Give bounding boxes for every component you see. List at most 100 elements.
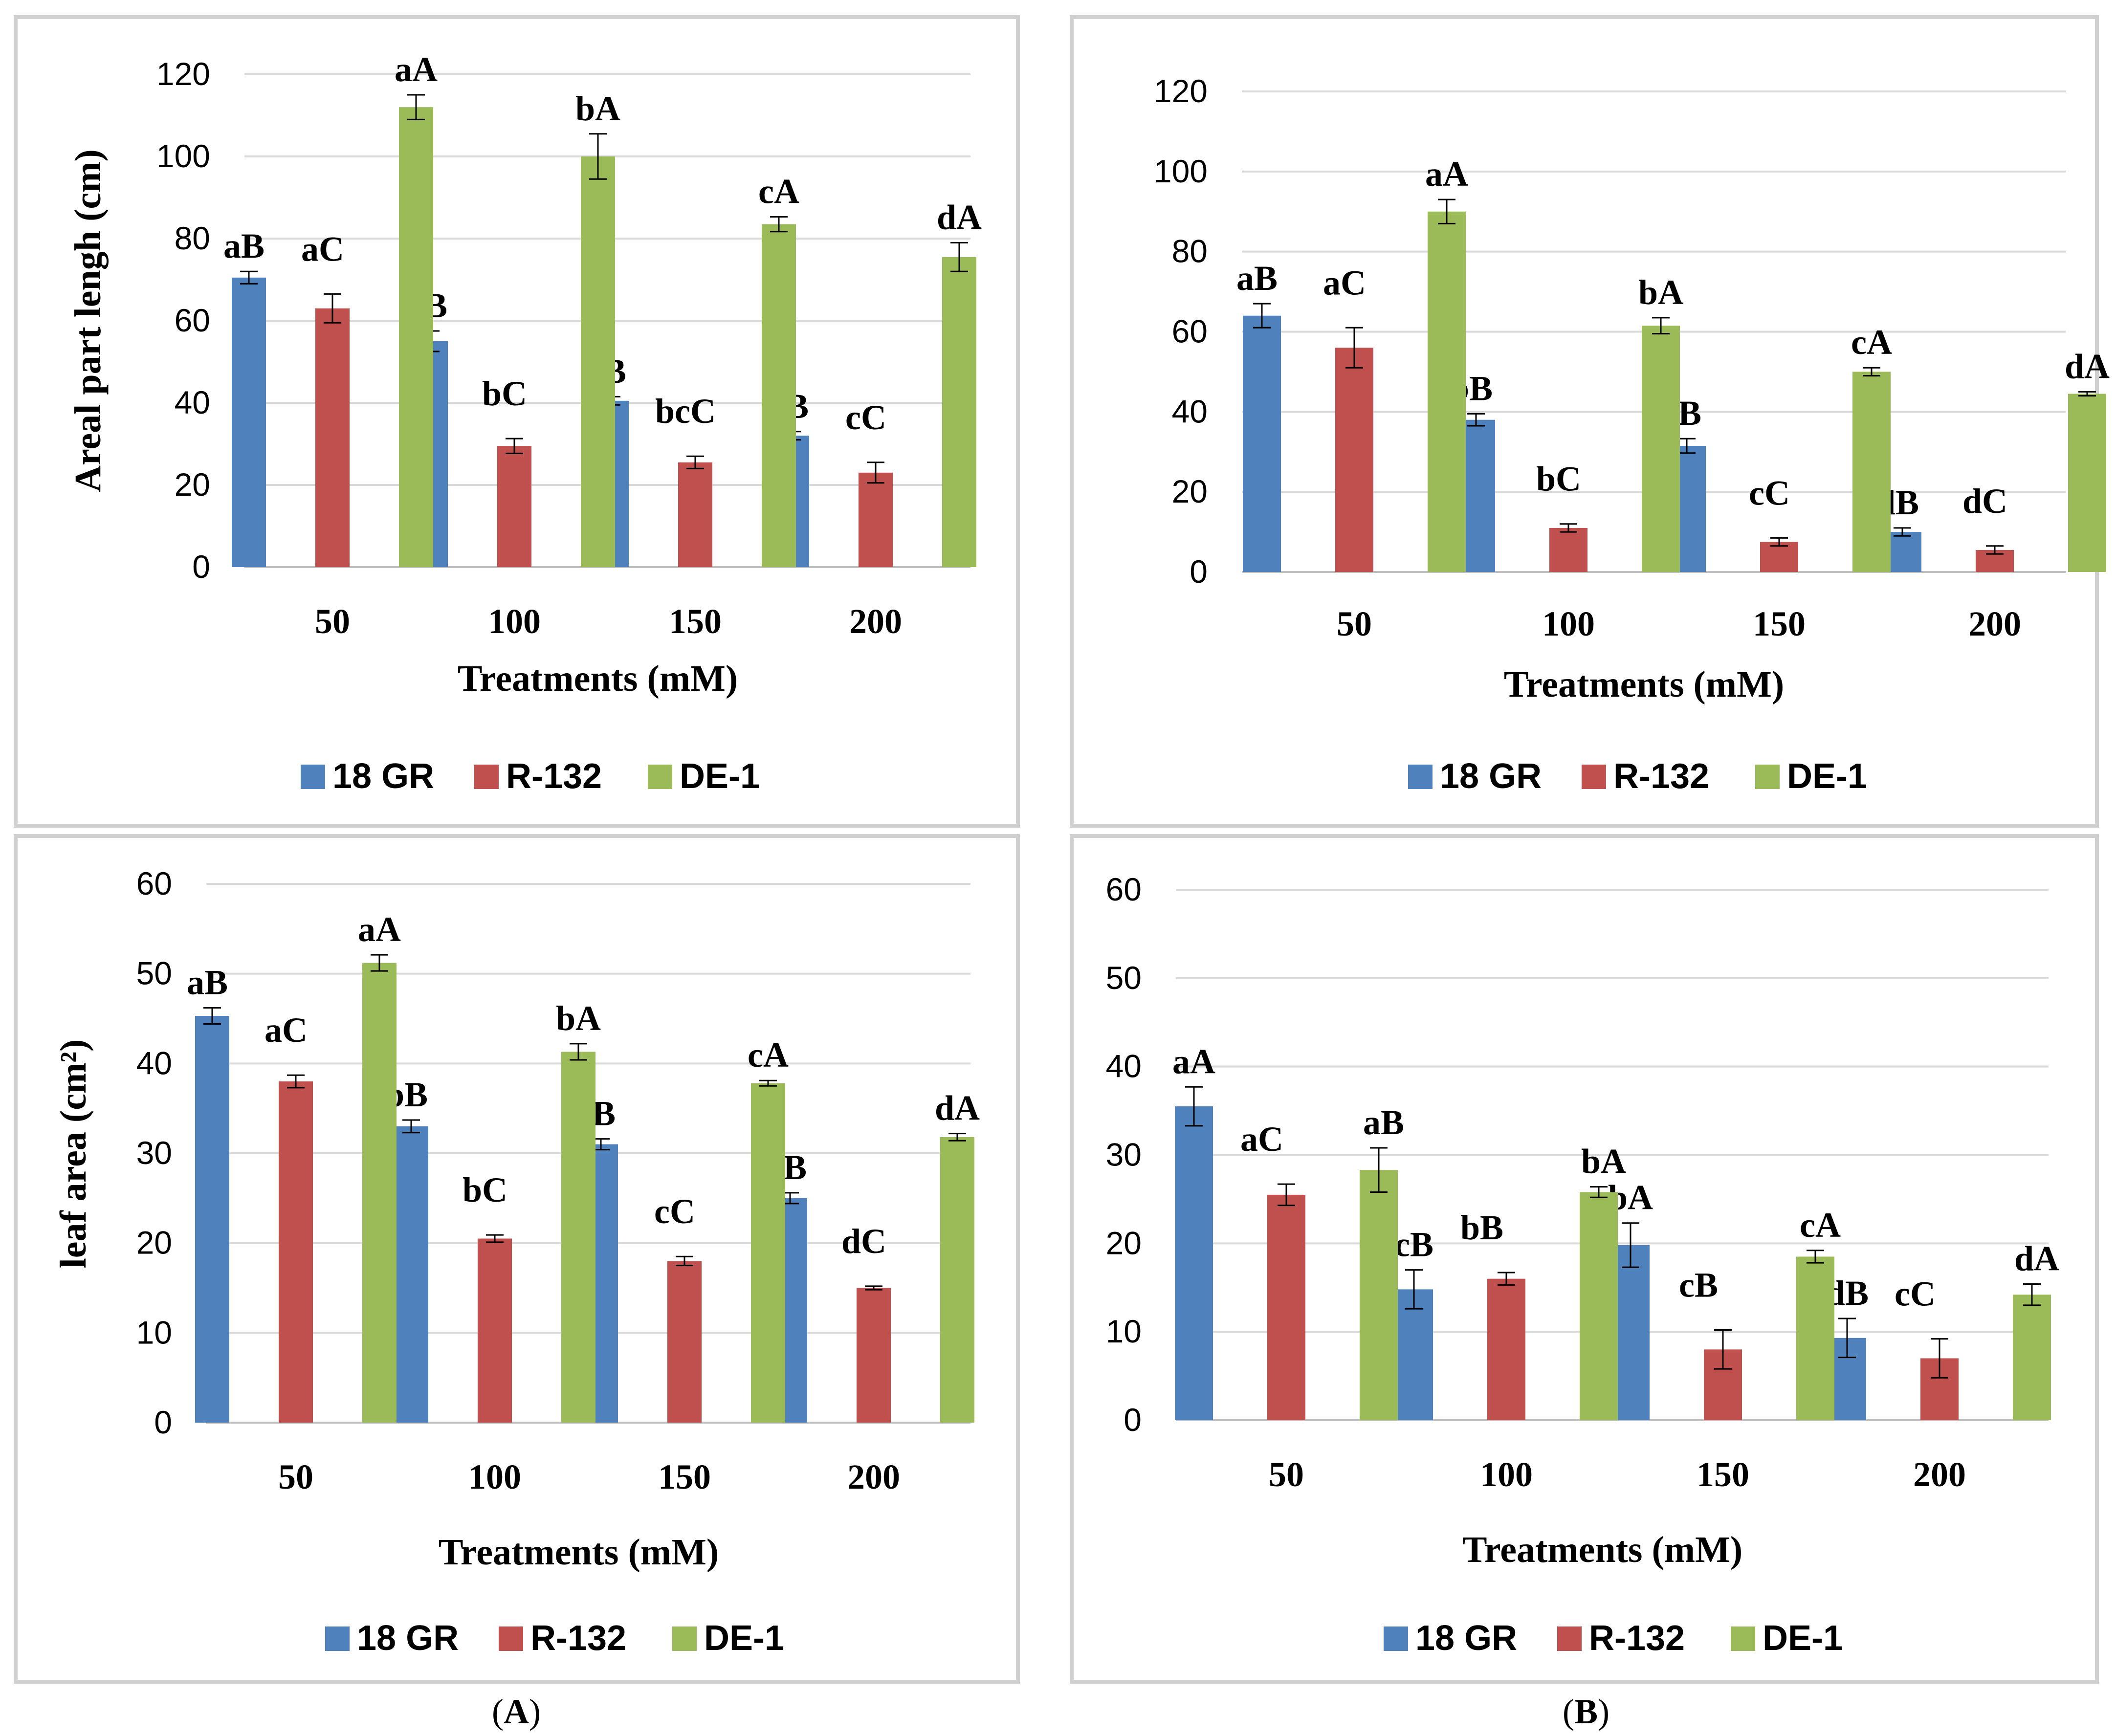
legend-label: DE-1 [1763, 1619, 1843, 1658]
bar-18-gr [195, 1015, 229, 1423]
y-tick-label: 0 [1124, 1402, 1142, 1438]
legend-label: R-132 [530, 1619, 626, 1658]
y-axis-title: Areal part lengh (cm) [67, 149, 109, 492]
y-tick-label: 100 [1154, 153, 1208, 189]
bar-de-1 [1852, 372, 1891, 572]
bar-de-1 [1642, 326, 1680, 572]
x-tick-label: 100 [468, 1457, 521, 1496]
significance-label: aA [358, 910, 401, 949]
y-tick-label: 20 [1106, 1225, 1142, 1261]
y-tick-label: 80 [175, 220, 210, 256]
significance-label: cA [1800, 1206, 1841, 1245]
significance-label: bA [556, 999, 601, 1038]
significance-label: aB [187, 963, 228, 1002]
bar-r-132 [1267, 1194, 1305, 1420]
significance-label: aB [1363, 1103, 1404, 1142]
y-tick-label: 40 [1172, 393, 1208, 429]
x-tick-label: 150 [658, 1457, 711, 1496]
y-tick-label: 30 [136, 1135, 172, 1171]
significance-label: cC [654, 1192, 695, 1231]
y-tick-label: 60 [175, 302, 210, 338]
legend-label: 18 GR [1415, 1619, 1517, 1658]
bar-de-1 [581, 156, 615, 567]
significance-label: bC [482, 374, 527, 413]
chart-1: 02040608010012050100150200aBbBcBdBaCbCbc… [67, 50, 982, 796]
y-tick-label: 0 [1190, 553, 1208, 590]
panel-frame-top-left [14, 15, 1020, 828]
significance-label: dA [935, 1089, 980, 1128]
y-tick-label: 60 [1172, 313, 1208, 350]
legend-label: DE-1 [1787, 757, 1867, 796]
significance-label: bB [1460, 1208, 1503, 1247]
bar-r-132 [478, 1238, 512, 1423]
bar-r-132 [667, 1261, 702, 1423]
y-tick-label: 40 [175, 384, 210, 420]
x-axis-title: Treatments (mM) [458, 658, 738, 699]
significance-label: dA [2014, 1239, 2059, 1278]
bar-r-132 [859, 472, 893, 567]
bar-de-1 [2013, 1295, 2051, 1420]
significance-label: cC [1749, 473, 1790, 512]
y-tick-label: 0 [192, 549, 210, 585]
legend-label: DE-1 [704, 1619, 784, 1658]
bar-r-132 [315, 308, 350, 567]
significance-label: bA [575, 89, 620, 128]
y-tick-label: 0 [154, 1404, 172, 1440]
legend-swatch [1408, 765, 1433, 789]
x-tick-label: 50 [1337, 604, 1372, 643]
significance-label: cA [1851, 323, 1892, 362]
significance-label: dA [937, 198, 982, 237]
y-tick-label: 20 [136, 1225, 172, 1261]
legend-label: 18 GR [357, 1619, 459, 1658]
panel-label-b: (B) [1563, 1692, 1609, 1731]
x-tick-label: 200 [1913, 1455, 1966, 1494]
bar-r-132 [1549, 527, 1587, 572]
y-tick-label: 50 [1106, 960, 1142, 996]
significance-label: aC [1323, 263, 1366, 302]
legend-swatch [1731, 1626, 1755, 1651]
bar-de-1 [1360, 1170, 1398, 1420]
legend-label: R-132 [1613, 757, 1709, 796]
x-axis-title: Treatments (mM) [1504, 664, 1784, 705]
x-axis-title: Treatments (mM) [439, 1532, 719, 1573]
legend-swatch [1557, 1626, 1582, 1651]
significance-label: dC [841, 1222, 886, 1261]
bar-r-132 [497, 446, 531, 567]
y-tick-label: 40 [1106, 1048, 1142, 1084]
bar-de-1 [399, 107, 433, 567]
bar-18-gr [394, 1126, 428, 1423]
x-tick-label: 200 [1968, 604, 2021, 643]
significance-label: aA [1425, 154, 1468, 194]
x-tick-label: 200 [847, 1457, 900, 1496]
bar-de-1 [2068, 394, 2106, 572]
significance-label: cC [1895, 1275, 1936, 1314]
legend-label: DE-1 [680, 757, 760, 796]
y-tick-label: 30 [1106, 1137, 1142, 1173]
bar-r-132 [857, 1288, 891, 1423]
x-tick-label: 100 [488, 602, 541, 641]
x-tick-label: 100 [1542, 604, 1595, 643]
bar-r-132 [678, 462, 712, 567]
y-tick-label: 60 [136, 865, 172, 901]
bar-18-gr [1243, 315, 1281, 572]
bar-de-1 [942, 257, 976, 567]
bar-18-gr [1395, 1289, 1433, 1420]
x-tick-label: 50 [278, 1457, 313, 1496]
legend-label: R-132 [1589, 1619, 1685, 1658]
y-tick-label: 10 [136, 1314, 172, 1350]
bar-de-1 [1428, 211, 1466, 572]
panel-label-a: (A) [492, 1692, 541, 1731]
y-axis-title: leaf area (cm²) [53, 1039, 94, 1269]
legend-swatch [648, 765, 672, 789]
charts: 02040608010012050100150200aBbBcBdBaCbCbc… [53, 50, 2110, 1658]
legend-swatch [1384, 1626, 1408, 1651]
legend-swatch [301, 765, 325, 789]
bar-18-gr [232, 277, 266, 567]
y-tick-label: 120 [156, 56, 210, 92]
bar-r-132 [1487, 1278, 1525, 1420]
significance-label: bcC [655, 392, 716, 431]
y-tick-label: 10 [1106, 1313, 1142, 1349]
